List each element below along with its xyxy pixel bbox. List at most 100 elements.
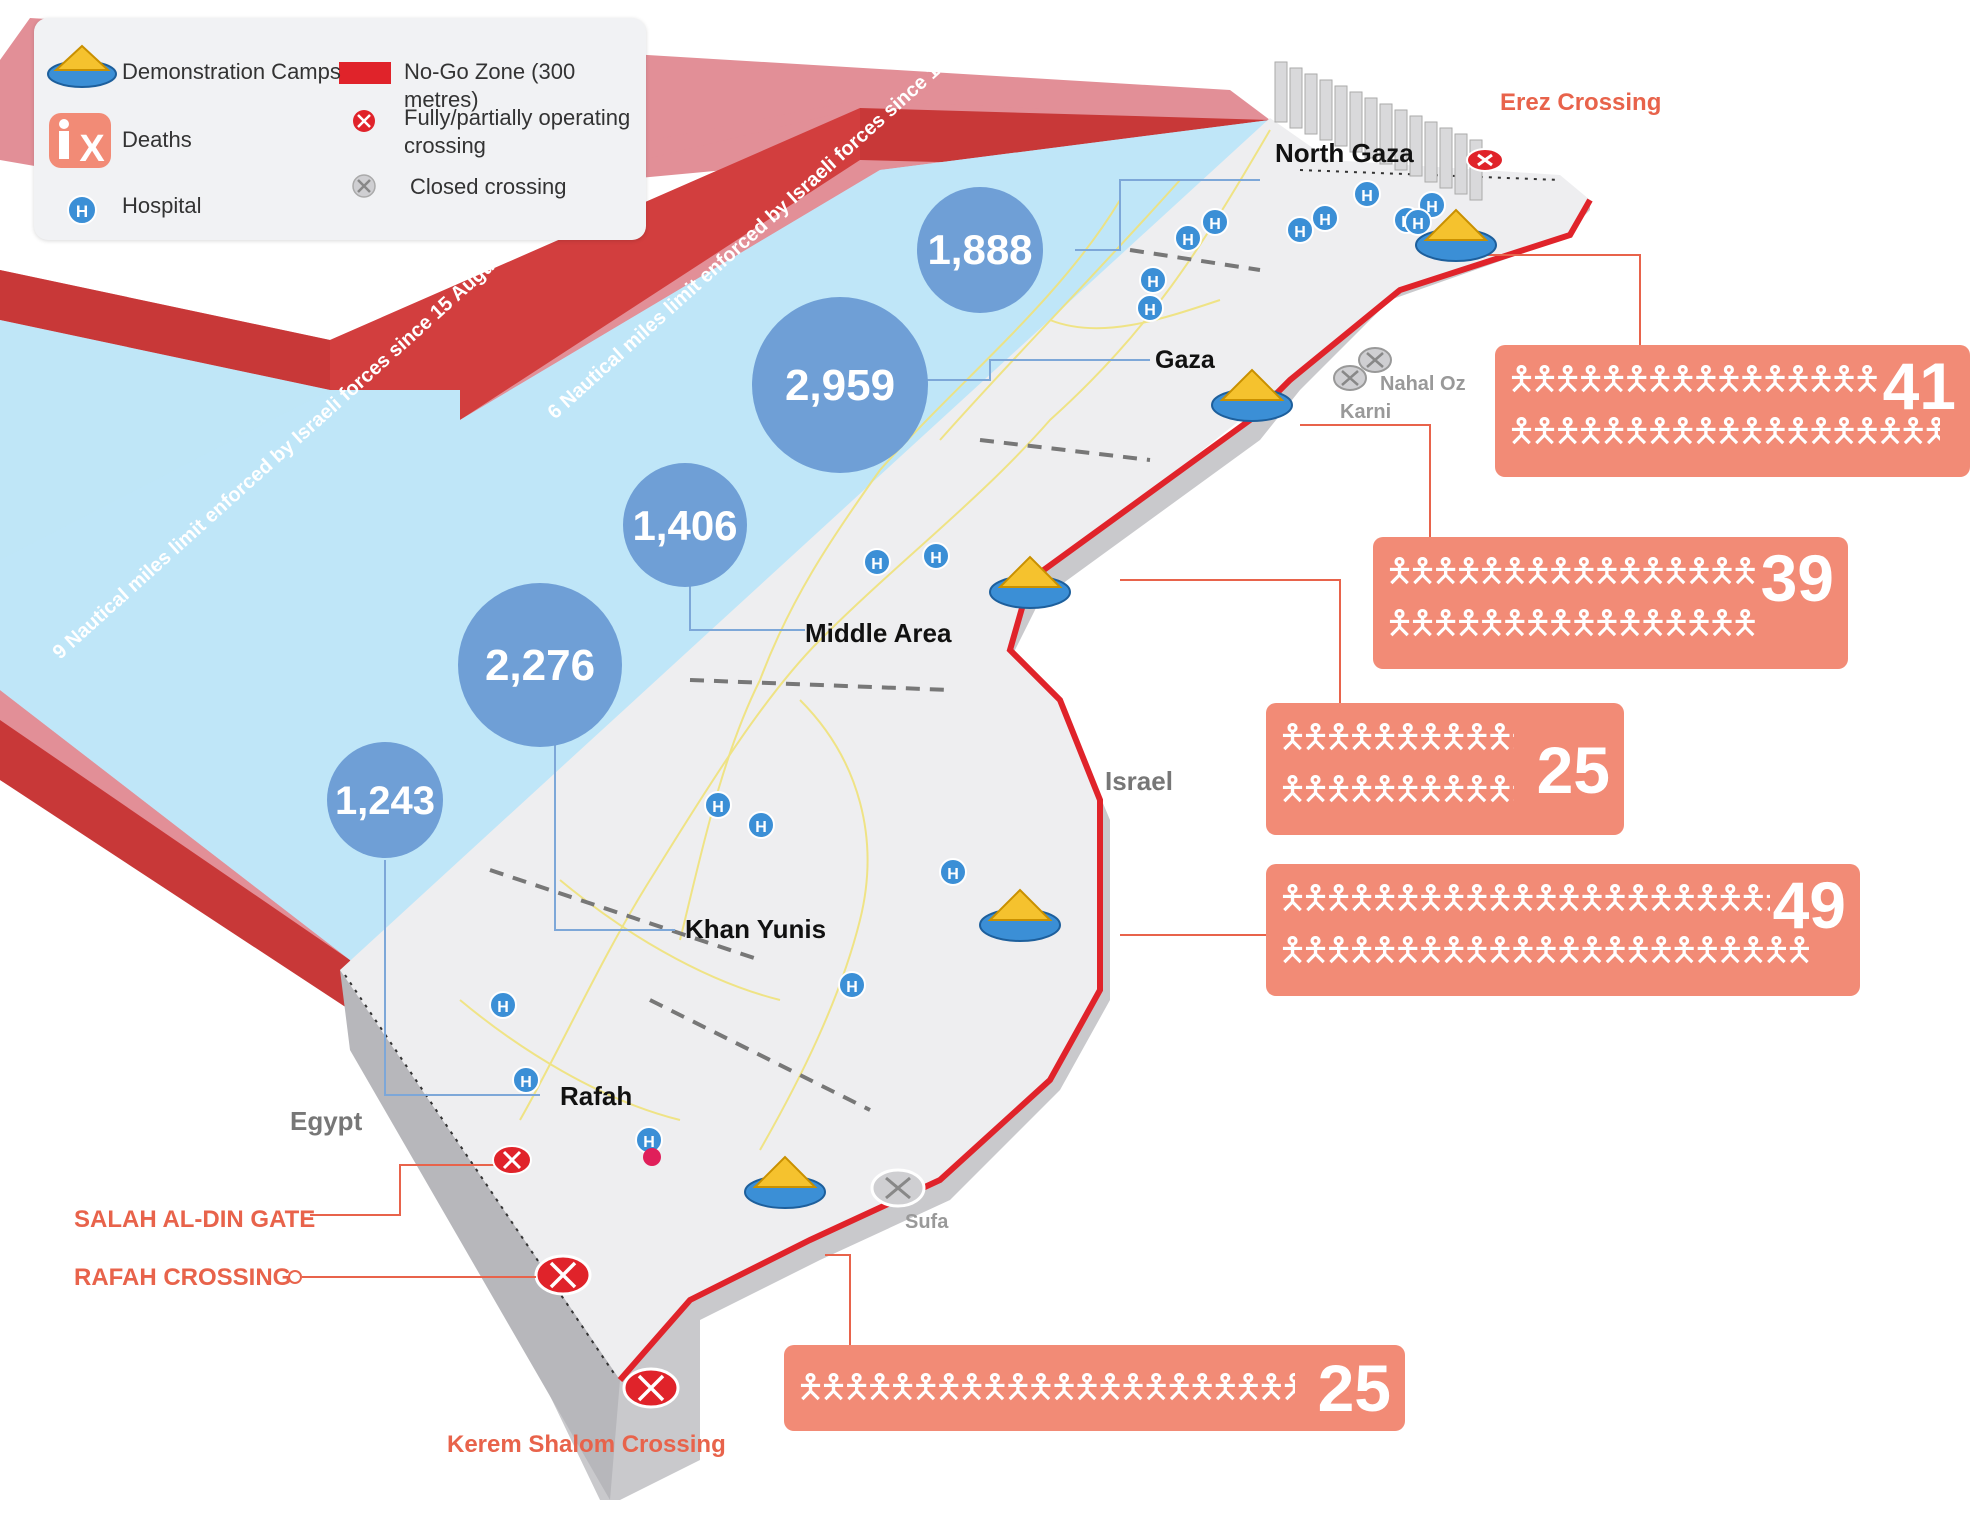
kerem-shalom-crossing-icon[interactable] (622, 1367, 680, 1409)
camp-icon[interactable] (1211, 368, 1293, 422)
label-egypt: Egypt (290, 1106, 363, 1136)
bubble-north-gaza[interactable]: 1,888 (917, 187, 1043, 313)
hospital-icon: H (67, 195, 97, 225)
hospital-icon[interactable]: H (1286, 216, 1314, 244)
deaths-box-rafah: 🯅🯅🯅🯅🯅🯅🯅🯅🯅🯅🯅🯅🯅🯅🯅🯅🯅🯅🯅🯅🯅🯅🯅🯅🯅 25 (784, 1345, 1405, 1431)
district-boundaries (489, 248, 1261, 1112)
svg-text:H: H (1294, 224, 1306, 241)
person-icon-row: 🯅🯅🯅🯅🯅🯅🯅🯅🯅🯅🯅🯅🯅🯅🯅🯅🯅🯅🯅 (1385, 603, 1758, 642)
legend-operating-label: Fully/partially operating crossing (404, 105, 631, 158)
svg-text:H: H (643, 1134, 655, 1151)
bubble-middle-area-value: 1,406 (632, 502, 737, 549)
rafah-crossing-pointer (288, 1270, 302, 1284)
person-icon-row: 🯅🯅🯅🯅🯅🯅🯅🯅🯅🯅🯅🯅🯅🯅🯅🯅🯅🯅🯅🯅 (1385, 551, 1758, 590)
hospital-icon[interactable]: H (922, 542, 950, 570)
hospital-icon[interactable]: H (1404, 208, 1432, 236)
bubble-khan-yunis-value: 2,276 (485, 641, 595, 690)
svg-text:H: H (947, 866, 959, 883)
deaths-middle-area-value: 25 (1536, 733, 1610, 807)
erez-crossing-icon[interactable] (1466, 148, 1504, 172)
deaths-box-middle-area: 🯅🯅🯅🯅🯅🯅🯅🯅🯅🯅🯅🯅🯅 🯅🯅🯅🯅🯅🯅🯅🯅🯅🯅🯅🯅 25 (1266, 703, 1624, 835)
person-icon-row: 🯅🯅🯅🯅🯅🯅🯅🯅🯅🯅🯅🯅🯅🯅🯅🯅🯅🯅🯅🯅 (1507, 359, 1880, 398)
hospital-icon[interactable]: H (1201, 208, 1229, 236)
hospital-icon[interactable]: H (838, 971, 866, 999)
legend-icons: X H (47, 44, 391, 225)
bubble-north-gaza-value: 1,888 (927, 226, 1032, 273)
salah-al-din-gate-icon[interactable] (492, 1145, 532, 1175)
land-front-wall (340, 970, 620, 1500)
karni-crossing-icon[interactable] (1333, 365, 1367, 391)
label-kerem-shalom: Kerem Shalom Crossing (447, 1431, 726, 1458)
person-icon-row: 🯅🯅🯅🯅🯅🯅🯅🯅🯅🯅🯅🯅🯅🯅🯅🯅🯅🯅🯅🯅🯅🯅🯅🯅🯅 (1278, 930, 1810, 969)
svg-text:H: H (1147, 274, 1159, 291)
label-kerem-shalom-text: Kerem Shalom Crossing (447, 1431, 726, 1458)
camp-icon[interactable] (979, 888, 1061, 942)
camp-icon[interactable] (1415, 208, 1497, 262)
label-salah-al-din-gate: SALAH AL-DIN GATE (74, 1206, 315, 1233)
deaths-box-gaza: 🯅🯅🯅🯅🯅🯅🯅🯅🯅🯅🯅🯅🯅🯅🯅🯅🯅🯅🯅🯅 🯅🯅🯅🯅🯅🯅🯅🯅🯅🯅🯅🯅🯅🯅🯅🯅🯅🯅🯅… (1373, 537, 1848, 669)
svg-text:H: H (1412, 216, 1424, 233)
person-icon-row: 🯅🯅🯅🯅🯅🯅🯅🯅🯅🯅🯅🯅🯅🯅🯅🯅🯅🯅🯅🯅🯅🯅🯅🯅🯅 (796, 1367, 1295, 1406)
hospital-icon[interactable]: H (489, 991, 517, 1019)
bubble-rafah[interactable]: 1,243 (327, 742, 443, 858)
legend-closed-label: Closed crossing (410, 174, 567, 199)
legend-deaths-label: Deaths (122, 127, 192, 152)
deaths-box-north-gaza: 🯅🯅🯅🯅🯅🯅🯅🯅🯅🯅🯅🯅🯅🯅🯅🯅🯅🯅🯅🯅 🯅🯅🯅🯅🯅🯅🯅🯅🯅🯅🯅🯅🯅🯅🯅🯅🯅🯅🯅… (1495, 345, 1970, 477)
hospital-icon[interactable]: H (704, 791, 732, 819)
fence-line (344, 169, 1561, 1376)
camp-icon[interactable] (744, 1155, 826, 1209)
hospital-icon[interactable]: H (1174, 224, 1202, 252)
closed-crossing-icon (352, 174, 376, 198)
hospital-icon[interactable]: H (512, 1066, 540, 1094)
person-icon-row: 🯅🯅🯅🯅🯅🯅🯅🯅🯅🯅🯅🯅 (1278, 769, 1514, 808)
camp-icon[interactable] (989, 555, 1071, 609)
bubble-rafah-value: 1,243 (335, 779, 435, 823)
svg-text:H: H (76, 202, 88, 221)
deaths-gaza-value: 39 (1760, 541, 1834, 615)
legend: X H Demonstration Camps Deaths Hospital … (34, 18, 646, 240)
legend-no-go-label: No-Go Zone (300 metres) (404, 59, 576, 112)
hospital-icon[interactable]: H (1139, 266, 1167, 294)
svg-text:H: H (1182, 232, 1194, 249)
deaths-north-gaza-value: 41 (1882, 349, 1956, 423)
svg-text:H: H (1426, 199, 1438, 216)
svg-text:X: X (79, 128, 105, 170)
svg-text:H: H (520, 1074, 532, 1091)
no-go-zone-line (617, 198, 1593, 1382)
label-karni: Karni (1340, 401, 1391, 423)
svg-text:H: H (930, 550, 942, 567)
deaths-icon: X (49, 113, 111, 170)
person-icon-row: 🯅🯅🯅🯅🯅🯅🯅🯅🯅🯅🯅🯅🯅 (1278, 717, 1514, 756)
hospital-icon[interactable]: H (747, 811, 775, 839)
label-erez-crossing: Erez Crossing (1500, 89, 1661, 116)
svg-text:H: H (712, 799, 724, 816)
deaths-khan-yunis-value: 49 (1772, 868, 1846, 942)
hospital-icon[interactable]: H (1311, 204, 1339, 232)
svg-text:H: H (871, 556, 883, 573)
hospital-icon[interactable]: H (1136, 294, 1164, 322)
bubble-middle-area[interactable]: 1,406 (623, 463, 747, 587)
deaths-rafah-value: 25 (1317, 1351, 1391, 1425)
gaza-strip-land (340, 118, 1590, 1380)
legend-hospital-label: Hospital (122, 193, 202, 218)
bubble-gaza-value: 2,959 (785, 361, 895, 410)
hospital-icon[interactable]: H (939, 858, 967, 886)
hospital-icon[interactable]: H (1353, 180, 1381, 208)
hospital-icon[interactable]: H (863, 548, 891, 576)
operating-crossing-icon (353, 110, 375, 132)
rafah-crossing-icon[interactable] (534, 1254, 592, 1296)
person-icon-row: 🯅🯅🯅🯅🯅🯅🯅🯅🯅🯅🯅🯅🯅🯅🯅🯅🯅🯅🯅🯅🯅🯅🯅🯅🯅 (1278, 878, 1770, 917)
label-israel: Israel (1105, 766, 1173, 796)
label-north-gaza: North Gaza (1275, 138, 1414, 168)
nahal-oz-crossing-icon[interactable] (1358, 347, 1392, 373)
erez-fence (1274, 61, 1483, 201)
sufa-crossing-icon[interactable] (870, 1168, 926, 1208)
person-icon-row: 🯅🯅🯅🯅🯅🯅🯅🯅🯅🯅🯅🯅🯅🯅🯅🯅🯅🯅🯅🯅🯅 (1507, 411, 1940, 450)
camp-icon (47, 44, 117, 88)
bubble-khan-yunis[interactable]: 2,276 (458, 583, 622, 747)
label-rafah: Rafah (560, 1081, 632, 1111)
region-connectors (384, 179, 1260, 1096)
bubble-gaza[interactable]: 2,959 (752, 297, 928, 473)
